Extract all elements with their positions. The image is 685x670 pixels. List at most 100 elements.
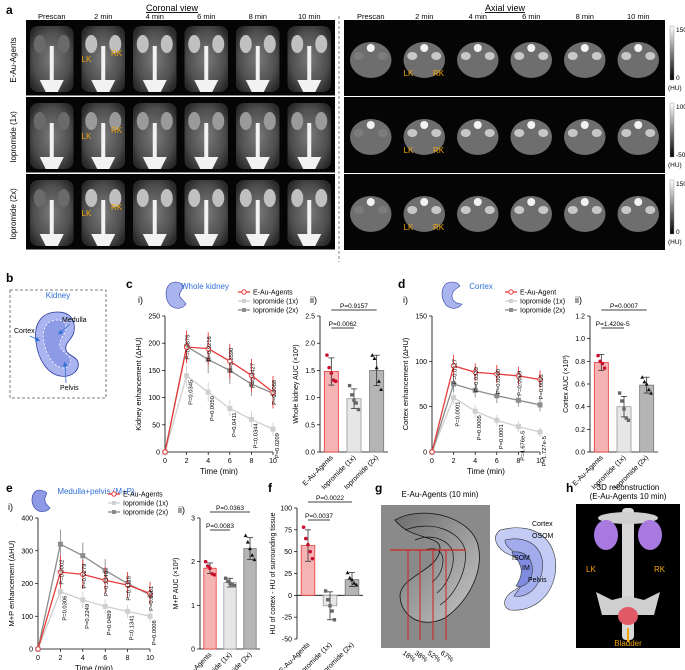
axial-right-kidney bbox=[484, 52, 495, 60]
bar bbox=[593, 362, 609, 453]
axial-left-kidney bbox=[460, 129, 471, 137]
time-label-coronal: 4 min bbox=[146, 12, 164, 21]
coronal-rk-label: RK bbox=[111, 126, 123, 135]
y-tick-label: 0.6 bbox=[575, 382, 585, 389]
axial-left-kidney bbox=[460, 206, 471, 214]
coronal-lk-label: LK bbox=[82, 55, 92, 64]
axial-body bbox=[510, 119, 552, 155]
p-value-top: P=0.6961 bbox=[149, 586, 155, 611]
coronal-ct-tile bbox=[30, 180, 74, 246]
data-point bbox=[35, 646, 41, 652]
y-tick-label: 75 bbox=[284, 527, 292, 534]
axial-ct-tile bbox=[403, 119, 445, 155]
axial-vertebra bbox=[634, 198, 643, 206]
coronal-ct-tile bbox=[81, 180, 125, 246]
scatter-point bbox=[323, 589, 328, 593]
category-label: E-Au-Agents bbox=[180, 651, 213, 670]
panel-label-g: g bbox=[375, 481, 382, 495]
y-tick-label: 0 bbox=[423, 450, 427, 457]
axial-vertebra bbox=[420, 44, 429, 52]
whole-kidney-icon bbox=[165, 281, 187, 309]
sub-label-d-ii: ii) bbox=[575, 295, 582, 305]
coronal-pelvis bbox=[245, 157, 270, 169]
zone-isom-shape bbox=[511, 551, 533, 587]
time-label-axial: 10 min bbox=[627, 12, 650, 21]
coronal-spine bbox=[49, 46, 54, 90]
y-tick-label: 300 bbox=[21, 548, 33, 555]
data-point bbox=[451, 381, 457, 387]
p-value-top: P=0.0127 bbox=[453, 359, 459, 384]
coronal-right-kidney bbox=[109, 112, 122, 130]
axial-body bbox=[350, 42, 392, 78]
y-tick-label: 1.5 bbox=[305, 368, 315, 375]
chart-title: Whole kidney bbox=[181, 282, 229, 291]
scatter-point bbox=[228, 581, 232, 586]
axial-right-kidney bbox=[538, 206, 549, 214]
scatter-point bbox=[620, 399, 624, 403]
sub-label-c-i: i) bbox=[138, 295, 143, 305]
axial-vertebra bbox=[366, 121, 375, 129]
label-medulla: Medulla bbox=[62, 317, 87, 324]
coronal-left-kidney bbox=[188, 189, 201, 207]
axial-right-kidney bbox=[377, 206, 388, 214]
coronal-ct-tile bbox=[133, 26, 177, 92]
y-tick-label: 250 bbox=[148, 314, 160, 321]
coronal-ct-tile bbox=[81, 26, 125, 92]
ribcage-render bbox=[598, 512, 658, 524]
axial-right-kidney bbox=[431, 206, 442, 214]
data-point bbox=[57, 541, 63, 547]
x-tick-label: 10 bbox=[536, 458, 544, 465]
y-tick-label: 1 bbox=[191, 603, 195, 610]
coronal-spine bbox=[255, 46, 260, 90]
zone-label-osom: OSOM bbox=[532, 533, 554, 540]
coronal-spine bbox=[255, 200, 260, 244]
scatter-point bbox=[325, 353, 329, 357]
legend-label: Iopromide (2x) bbox=[123, 510, 168, 517]
coronal-right-kidney bbox=[263, 189, 276, 207]
row-label: Iopromide (1x) bbox=[9, 111, 18, 163]
sub-label-d-i: i) bbox=[403, 295, 408, 305]
scatter-point bbox=[644, 382, 649, 386]
axial-body bbox=[617, 119, 659, 155]
coronal-spine bbox=[49, 123, 54, 167]
colorbar bbox=[669, 102, 675, 158]
axial-lk-label: LK bbox=[404, 146, 414, 155]
p-value-bottom: P=0.0411 bbox=[232, 412, 238, 437]
y-tick-label: 0 bbox=[29, 647, 33, 654]
y-tick-label: 0.2 bbox=[575, 427, 585, 434]
scatter-point bbox=[301, 525, 306, 530]
y-tick-label: 0.0 bbox=[575, 450, 585, 457]
p-value-top: P=0.8088 bbox=[272, 380, 278, 405]
scatter-point bbox=[350, 393, 354, 397]
coronal-spine bbox=[307, 46, 312, 90]
coronal-pelvis bbox=[194, 234, 219, 246]
axial-body bbox=[564, 119, 606, 155]
chart-mp-enhancement: Medulla+pelvis (M+P) 0 100 200 300 400 0 2 4 6 8 10… bbox=[7, 487, 168, 670]
data-point bbox=[270, 389, 276, 395]
axial-left-kidney bbox=[460, 52, 471, 60]
coronal-rk-label: RK bbox=[111, 49, 123, 58]
data-point bbox=[270, 426, 276, 432]
coronal-spine bbox=[204, 46, 209, 90]
legend-marker bbox=[509, 308, 513, 312]
axial-lk-label: LK bbox=[404, 69, 414, 78]
bar bbox=[639, 384, 655, 453]
scatter-point bbox=[208, 566, 212, 571]
scatter-point bbox=[350, 577, 354, 582]
axial-ct-tile bbox=[617, 42, 659, 78]
time-label-coronal: 8 min bbox=[249, 12, 267, 21]
comparison-p-value: P=0.0083 bbox=[206, 523, 234, 530]
p-value-bottom: P=0.0001 bbox=[456, 402, 462, 427]
coronal-left-kidney bbox=[85, 189, 98, 207]
axial-ct-tile bbox=[564, 42, 606, 78]
axial-vertebra bbox=[634, 121, 643, 129]
axial-right-kidney bbox=[538, 129, 549, 137]
p-value-top: P=0.9216 bbox=[207, 336, 213, 361]
x-tick-label: 4 bbox=[473, 458, 477, 465]
axial-lk-label: LK bbox=[404, 223, 414, 232]
axial-ct-tile bbox=[510, 119, 552, 155]
coronal-lk-label: LK bbox=[82, 209, 92, 218]
